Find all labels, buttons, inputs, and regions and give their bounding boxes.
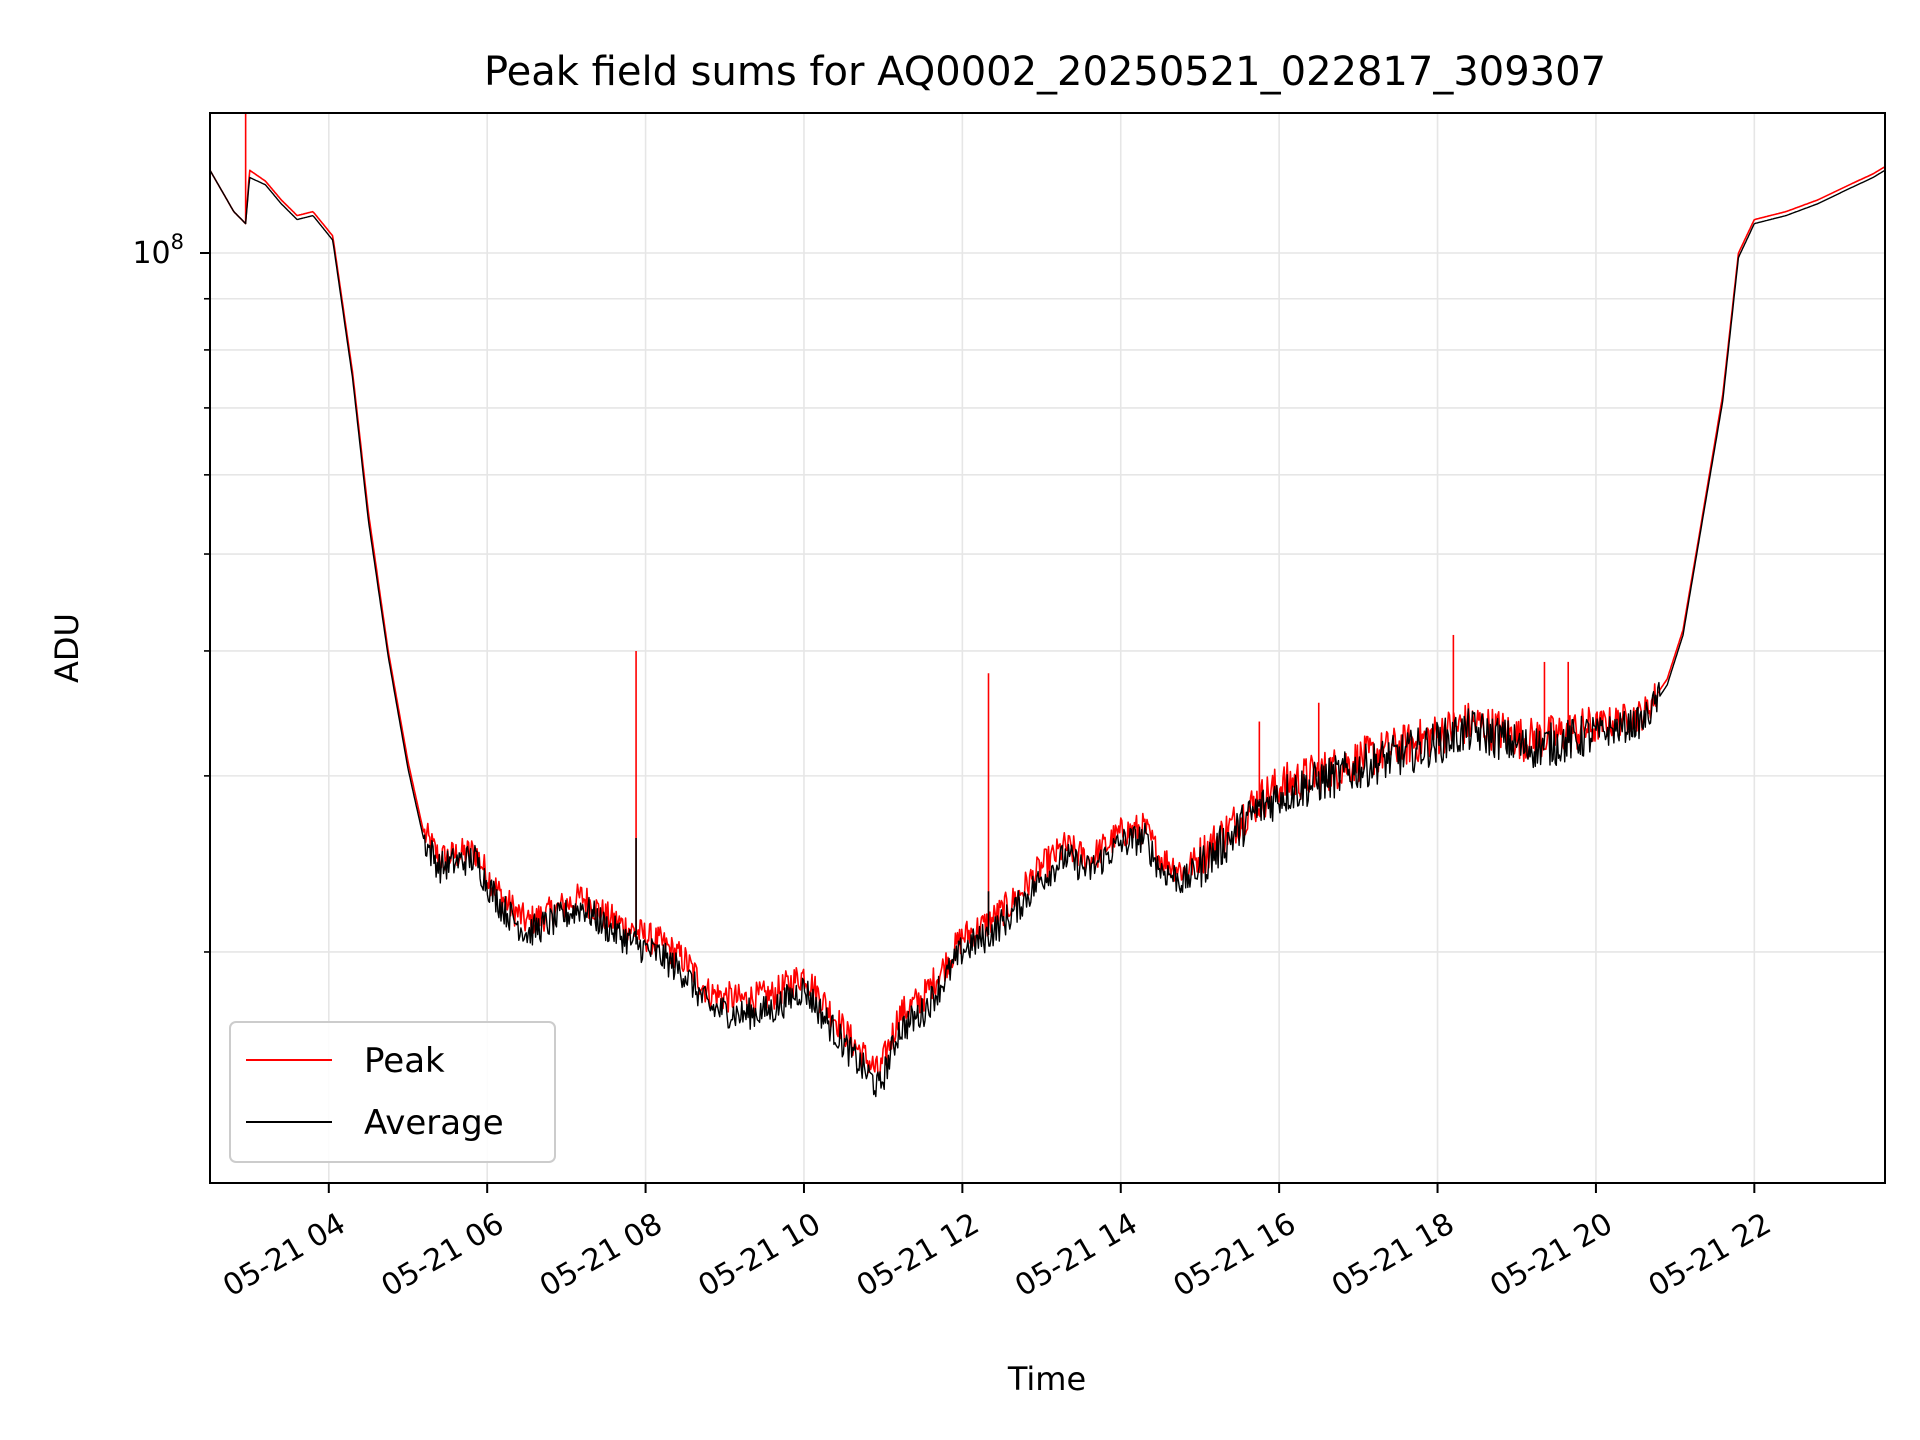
y-tick-label: 108	[132, 230, 184, 271]
x-axis-label: Time	[1007, 1360, 1086, 1398]
y-tick-label-exponent: 8	[171, 230, 184, 254]
y-tick-label-base: 10	[132, 236, 170, 271]
series-line-average	[210, 169, 1885, 1098]
plot-frame	[209, 112, 1886, 1184]
legend-peak-label: Peak	[364, 1041, 445, 1081]
grid	[210, 113, 1885, 1183]
y-axis-label: ADU	[48, 613, 86, 683]
legend-average-label: Average	[364, 1103, 504, 1143]
series-layer	[210, 113, 1885, 1098]
legend-frame	[229, 1021, 556, 1163]
chart-title: Peak field sums for AQ0002_20250521_0228…	[484, 49, 1606, 95]
legend: Peak Average	[229, 1021, 556, 1163]
